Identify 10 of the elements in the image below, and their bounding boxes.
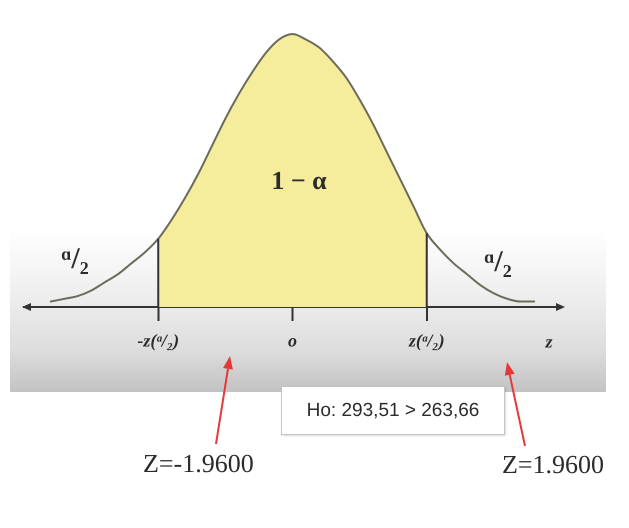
text: Z=-1.9600 [143,449,254,478]
annotation: ᵅ/₂ [61,242,89,275]
x-tick-label: o [288,330,297,350]
annotation: ᵅ/₂ [484,245,512,278]
callout-box: Ho: 293,51 > 263,66 [281,386,505,435]
x-axis-title: z [544,332,553,352]
text: Z=1.9600 [502,450,604,479]
x-tick-label: -z(ᵅ/₂) [137,330,180,350]
x-tick-label: z(ᵅ/₂) [408,330,445,350]
annotation: 1 − α [271,166,327,195]
